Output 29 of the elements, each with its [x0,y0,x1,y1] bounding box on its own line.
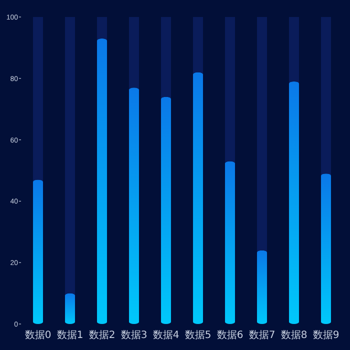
bar [289,81,299,324]
x-tick-label: 数据5 [184,329,212,341]
x-tick-label: 数据2 [88,329,116,341]
bar [257,250,267,324]
bar [289,17,299,84]
bar [97,38,107,324]
bar [161,96,171,324]
bar [193,72,203,324]
x-tick-label: 数据9 [312,329,340,341]
x-tick-label: 数据4 [152,329,180,341]
x-tick-label: 数据3 [120,329,148,341]
bar [33,180,43,324]
bar [225,17,235,164]
x-tick-label: 数据0 [24,329,52,341]
x-tick-label: 数据6 [216,329,244,341]
bar [97,17,107,40]
bar [33,17,43,182]
bar [321,174,331,324]
bar [225,161,235,324]
bar [65,293,75,324]
bar [321,17,331,176]
x-tick-label: 数据7 [248,329,276,341]
bar [129,17,139,90]
bar [129,88,139,324]
bar [161,17,171,99]
bar [257,17,267,252]
x-tick-label: 数据1 [56,329,84,341]
x-tick-label: 数据8 [280,329,308,341]
bar [193,17,203,74]
